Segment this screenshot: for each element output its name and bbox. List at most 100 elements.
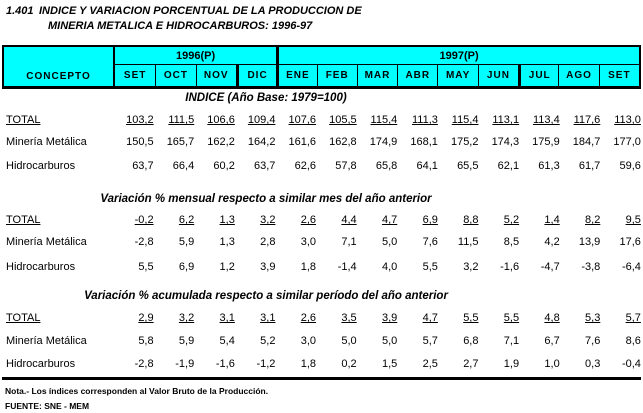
cell-value: 5,2 xyxy=(260,335,276,347)
cell-value: 3,2 xyxy=(463,261,479,273)
month-header-5: ENE xyxy=(276,65,316,86)
cell-value: 3,9 xyxy=(381,312,398,324)
cell-value: 175,2 xyxy=(450,136,479,148)
cell-value: 3,0 xyxy=(300,236,317,248)
cell-value: 6,7 xyxy=(544,335,560,347)
cell-value: -0,2 xyxy=(134,214,154,226)
cell-value: 5,7 xyxy=(422,335,438,347)
cell-value: 5,7 xyxy=(625,312,641,324)
cell-value: 11,5 xyxy=(457,236,479,248)
cell-value: 5,9 xyxy=(178,335,195,347)
cell-value: 6,9 xyxy=(178,261,195,273)
cell-value: -1,2 xyxy=(256,358,276,370)
cell-value: 117,6 xyxy=(573,114,601,126)
cell-value: 2,9 xyxy=(138,312,154,324)
row-label: Minería Metálica xyxy=(6,136,87,148)
cell-value: 4,7 xyxy=(422,312,438,324)
cell-value: 150,5 xyxy=(126,136,154,148)
row-label: TOTAL xyxy=(6,312,41,324)
cell-value: 8,2 xyxy=(585,214,601,226)
cell-value: 62,1 xyxy=(497,160,520,172)
section-title: INDICE (Año Base: 1979=100) xyxy=(185,92,347,104)
cell-value: 3,1 xyxy=(260,312,276,324)
data-row: Hidrocarburos -2,8 -1,9 -1,6 -1,2 1,8 0,2 1,5 2,… xyxy=(2,358,641,371)
section-title: Variación % mensual respecto a similar m… xyxy=(100,193,432,205)
year-group-1996: 1996(P) xyxy=(115,47,277,65)
cell-value: 7,6 xyxy=(422,236,438,248)
cell-value: 3,2 xyxy=(260,214,276,226)
cell-value: 2,7 xyxy=(463,358,479,370)
data-row: Minería Metálica 150,5 165,7 162,2 164,2 161,… xyxy=(2,136,641,149)
cell-value: 1,3 xyxy=(219,214,235,226)
cell-value: 2,6 xyxy=(300,214,317,226)
cell-value: 168,1 xyxy=(410,136,438,148)
data-row: Hidrocarburos 63,7 66,4 60,2 63,7 62,6 57,8 65,… xyxy=(2,160,641,173)
cell-value: 5,0 xyxy=(341,335,357,347)
cell-value: 161,6 xyxy=(288,136,317,148)
month-header-4: DIC xyxy=(235,65,276,86)
month-header-3: NOV xyxy=(195,65,236,86)
cell-value: 1,8 xyxy=(300,358,317,370)
cell-value: 65,8 xyxy=(375,160,398,172)
cell-value: 7,6 xyxy=(585,335,601,347)
cell-value: 63,7 xyxy=(132,160,154,172)
cell-value: 2,6 xyxy=(300,312,317,324)
data-row: Minería Metálica -2,8 5,9 1,3 2,8 3,0 7,1 5,0 7,… xyxy=(2,236,641,249)
title-line-2: MINERIA METALICA E HIDROCARBUROS: 1996-9… xyxy=(48,19,362,34)
row-label: Hidrocarburos xyxy=(6,358,76,370)
data-row: TOTAL -0,2 6,2 1,3 3,2 2,6 4,4 4,7 6,9 8,8 5,2 1,4 8… xyxy=(2,214,641,227)
table-header: CONCEPTO 1996(P) 1997(P) SET OCT NOV DIC ENE… xyxy=(2,45,641,89)
cell-value: 3,2 xyxy=(178,312,195,324)
data-row: Hidrocarburos 5,5 6,9 1,2 3,9 1,8 -1,4 4,0 5,5 3,… xyxy=(2,261,641,274)
note-text: Nota.- Los índices corresponden al Valor… xyxy=(5,386,269,396)
cell-value: 0,3 xyxy=(585,358,601,370)
cell-value: -3,8 xyxy=(581,261,601,273)
cell-value: 8,8 xyxy=(463,214,479,226)
cell-value: 177,0 xyxy=(613,136,641,148)
cell-value: 165,7 xyxy=(166,136,195,148)
cell-value: 7,1 xyxy=(503,335,520,347)
cell-value: 3,9 xyxy=(260,261,276,273)
cell-value: 1,2 xyxy=(219,261,235,273)
cell-value: 4,4 xyxy=(341,214,357,226)
cell-value: 4,8 xyxy=(544,312,560,324)
cell-value: 5,8 xyxy=(138,335,154,347)
month-header-12: AGO xyxy=(558,65,598,86)
row-label: Minería Metálica xyxy=(6,236,87,248)
cell-value: -0,4 xyxy=(621,358,641,370)
cell-value: 6,2 xyxy=(178,214,195,226)
cell-value: 113,4 xyxy=(532,114,560,126)
cell-value: 17,6 xyxy=(619,236,641,248)
cell-value: 6,9 xyxy=(422,214,438,226)
cell-value: 64,1 xyxy=(416,160,438,172)
cell-value: 109,4 xyxy=(247,114,276,126)
row-label: Hidrocarburos xyxy=(6,261,76,273)
cell-value: 1,5 xyxy=(381,358,398,370)
cell-value: 4,0 xyxy=(381,261,398,273)
cell-value: 59,6 xyxy=(619,160,641,172)
cell-value: 175,9 xyxy=(532,136,560,148)
cell-value: 5,0 xyxy=(381,236,398,248)
year-group-1997: 1997(P) xyxy=(276,47,639,65)
cell-value: 2,5 xyxy=(422,358,438,370)
cell-value: 1,9 xyxy=(503,358,520,370)
cell-value: 5,0 xyxy=(381,335,398,347)
row-label: TOTAL xyxy=(6,114,41,126)
cell-value: 115,4 xyxy=(370,114,398,126)
cell-value: 8,6 xyxy=(625,335,641,347)
cell-value: 5,2 xyxy=(503,214,520,226)
month-header-10: JUN xyxy=(477,65,518,86)
divider-rule xyxy=(2,377,641,380)
cell-value: 162,2 xyxy=(207,136,235,148)
title-text-2: MINERIA METALICA E HIDROCARBUROS: 1996-9… xyxy=(48,20,313,32)
cell-value: 174,3 xyxy=(491,136,520,148)
cell-value: 106,6 xyxy=(207,114,235,126)
month-header-9: MAY xyxy=(437,65,477,86)
cell-value: 66,4 xyxy=(172,160,195,172)
row-label: Hidrocarburos xyxy=(6,160,76,172)
row-label: TOTAL xyxy=(6,214,41,226)
title-number: 1.401 xyxy=(6,5,34,17)
doc-title: 1.401 INDICE Y VARIACION PORCENTUAL DE LA… xyxy=(6,4,362,34)
cell-value: 3,5 xyxy=(341,312,357,324)
